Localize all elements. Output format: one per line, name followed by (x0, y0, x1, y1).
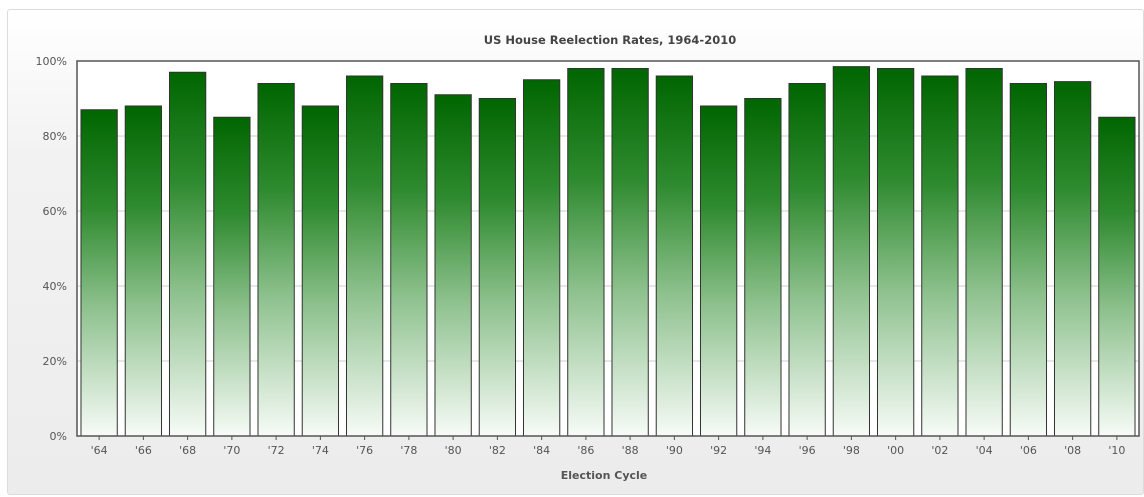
y-tick-label: 0% (50, 430, 67, 443)
x-tick-label: '88 (622, 444, 639, 457)
x-tick-label: '66 (135, 444, 152, 457)
x-tick-label: '06 (1020, 444, 1037, 457)
gridlines (77, 135, 1139, 362)
bar (257, 83, 295, 437)
x-tick-label: '84 (533, 444, 550, 457)
bar (1009, 83, 1048, 437)
bar (655, 75, 694, 437)
x-tick-label: '92 (710, 444, 727, 457)
plot-frame (76, 60, 1140, 437)
x-tick-label: '72 (268, 444, 285, 457)
bar (522, 79, 561, 437)
x-tick-label: '68 (179, 444, 196, 457)
bar (390, 83, 428, 437)
y-tick-label: 80% (43, 130, 67, 143)
bar (80, 109, 118, 437)
y-tick-label: 100% (36, 55, 67, 68)
bar (124, 105, 163, 437)
x-axis-ticks: '64 '66 '68 '70 '72 '74 '76 '78 '80 '82 '84 '86 '88 '… (91, 436, 1125, 457)
x-axis-title: Election Cycle (561, 469, 648, 482)
bar (213, 116, 251, 437)
bar (921, 75, 959, 437)
x-tick-label: '10 (1108, 444, 1125, 457)
chart-title: US House Reelection Rates, 1964-2010 (484, 33, 736, 47)
x-tick-label: '74 (312, 444, 329, 457)
y-tick-label: 20% (43, 355, 67, 368)
bar (611, 68, 649, 437)
x-tick-label: '90 (666, 444, 683, 457)
x-tick-label: '00 (887, 444, 904, 457)
bar (345, 75, 384, 437)
bar (699, 105, 738, 437)
x-tick-label: '64 (91, 444, 108, 457)
x-tick-label: '76 (356, 444, 373, 457)
bar (876, 68, 915, 437)
plot-area (77, 61, 1139, 436)
y-tick-label: 40% (43, 280, 67, 293)
x-tick-label: '94 (754, 444, 771, 457)
x-tick-label: '82 (489, 444, 506, 457)
bar (168, 71, 207, 437)
y-tick-label: 60% (43, 205, 67, 218)
bars (80, 66, 1136, 437)
bar (788, 83, 826, 437)
bar (744, 98, 782, 437)
y-axis-ticks: 0% 20% 40% 60% 80% 100% (36, 55, 67, 443)
bar (301, 105, 340, 437)
bar (567, 68, 605, 437)
x-tick-label: '78 (400, 444, 417, 457)
bar (1098, 116, 1136, 437)
x-tick-label: '70 (223, 444, 240, 457)
x-tick-label: '02 (931, 444, 948, 457)
x-tick-label: '80 (445, 444, 462, 457)
bar (434, 94, 472, 437)
bar (832, 66, 871, 437)
x-tick-label: '86 (577, 444, 594, 457)
bar (965, 68, 1003, 437)
bar (478, 98, 517, 437)
x-tick-label: '04 (976, 444, 993, 457)
x-tick-label: '08 (1064, 444, 1081, 457)
x-tick-label: '96 (799, 444, 816, 457)
bar (1053, 81, 1092, 437)
x-tick-label: '98 (843, 444, 860, 457)
